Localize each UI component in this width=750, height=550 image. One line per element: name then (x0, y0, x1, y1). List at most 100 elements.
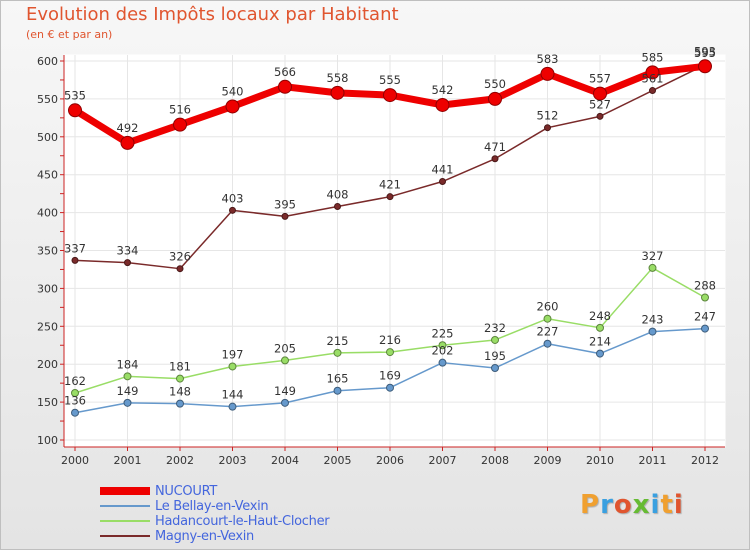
x-tick-label: 2007 (429, 454, 457, 467)
data-label-nucourt: 555 (379, 73, 401, 87)
y-tick-label: 450 (37, 169, 58, 182)
legend-swatch (100, 487, 150, 495)
data-point-magny-en-vexin (124, 259, 131, 267)
data-point-hadancourt-le-haut-clocher (228, 362, 237, 371)
data-label-magny-en-vexin: 408 (327, 188, 349, 202)
data-label-magny-en-vexin: 595 (694, 46, 716, 60)
data-label-hadancourt-le-haut-clocher: 216 (379, 333, 401, 347)
data-label-hadancourt-le-haut-clocher: 248 (589, 309, 611, 323)
gridlines (64, 55, 725, 447)
data-point-le-bellay-en-vexin (491, 363, 499, 372)
data-label-le-bellay-en-vexin: 195 (484, 349, 506, 363)
data-point-hadancourt-le-haut-clocher (543, 314, 552, 323)
chart-title: Evolution des Impôts locaux par Habitant (26, 4, 399, 25)
data-point-nucourt (593, 86, 607, 101)
x-tick-label: 2002 (166, 454, 194, 467)
x-tick-label: 2003 (219, 454, 247, 467)
data-point-magny-en-vexin (386, 193, 394, 201)
data-point-nucourt (278, 79, 292, 94)
legend-label: NUCOURT (155, 484, 217, 499)
data-label-le-bellay-en-vexin: 202 (432, 344, 454, 358)
data-label-le-bellay-en-vexin: 247 (694, 310, 716, 324)
data-label-hadancourt-le-haut-clocher: 327 (642, 249, 664, 263)
data-point-magny-en-vexin (439, 178, 446, 186)
legend-label: Le Bellay-en-Vexin (155, 499, 269, 514)
data-labels: 337 334 326 403 395 408 421 441 471 512 527 561 595 1… (64, 44, 716, 407)
data-label-hadancourt-le-haut-clocher: 215 (327, 334, 349, 348)
data-point-hadancourt-le-haut-clocher (71, 389, 79, 398)
axes: 100 150 200 250 300 350 400 450 500 550 600 2000 200… (37, 55, 725, 467)
series-layer (68, 59, 712, 417)
data-point-magny-en-vexin (334, 203, 341, 211)
data-label-le-bellay-en-vexin: 149 (117, 384, 139, 398)
data-point-magny-en-vexin (649, 87, 656, 95)
data-point-nucourt (435, 97, 450, 112)
data-point-magny-en-vexin (491, 155, 499, 163)
data-label-le-bellay-en-vexin: 169 (379, 369, 401, 383)
logo-letter: i (673, 490, 684, 520)
data-point-nucourt (383, 88, 397, 103)
logo-letter: x (632, 490, 651, 520)
data-label-magny-en-vexin: 395 (274, 197, 296, 211)
data-point-le-bellay-en-vexin (438, 358, 447, 367)
x-tick-label: 2010 (586, 454, 614, 467)
data-label-nucourt: 593 (694, 44, 716, 58)
data-label-hadancourt-le-haut-clocher: 181 (169, 360, 191, 374)
y-tick-label: 400 (37, 207, 58, 220)
y-tick-label: 500 (37, 131, 58, 144)
data-point-nucourt (225, 99, 240, 114)
data-point-le-bellay-en-vexin (228, 402, 237, 411)
data-point-magny-en-vexin (176, 265, 184, 273)
x-tick-label: 2008 (481, 454, 509, 467)
x-tick-label: 2009 (534, 454, 562, 467)
data-point-le-bellay-en-vexin (386, 383, 394, 392)
data-point-le-bellay-en-vexin (123, 398, 132, 407)
data-point-nucourt (330, 85, 345, 100)
data-point-hadancourt-le-haut-clocher (176, 374, 184, 383)
data-point-magny-en-vexin (544, 124, 551, 132)
y-tick-label: 150 (37, 396, 58, 409)
data-label-nucourt: 550 (484, 77, 506, 91)
x-tick-label: 2011 (639, 454, 667, 467)
data-label-hadancourt-le-haut-clocher: 260 (537, 300, 559, 314)
chart-subtitle: (en € et par an) (26, 28, 113, 41)
x-tick-label: 2012 (691, 454, 719, 467)
data-point-nucourt (68, 103, 82, 118)
data-label-magny-en-vexin: 403 (222, 191, 244, 205)
data-label-hadancourt-le-haut-clocher: 162 (64, 374, 86, 388)
data-point-nucourt (173, 117, 187, 132)
data-label-nucourt: 585 (642, 50, 664, 64)
data-point-magny-en-vexin (229, 206, 236, 214)
y-tick-label: 200 (37, 358, 58, 371)
data-label-le-bellay-en-vexin: 227 (537, 325, 559, 339)
data-point-le-bellay-en-vexin (281, 398, 289, 407)
data-point-magny-en-vexin (596, 112, 604, 120)
data-point-nucourt (645, 65, 660, 80)
data-label-nucourt: 558 (327, 71, 349, 85)
y-tick-label: 300 (37, 282, 58, 295)
data-point-magny-en-vexin (71, 256, 79, 264)
data-point-hadancourt-le-haut-clocher (701, 293, 709, 302)
data-label-hadancourt-le-haut-clocher: 225 (432, 326, 454, 340)
logo-letter: P (580, 490, 601, 520)
data-point-hadancourt-le-haut-clocher (281, 356, 289, 365)
legend-swatch (100, 505, 150, 507)
y-tick-label: 600 (37, 55, 58, 68)
data-label-le-bellay-en-vexin: 136 (64, 394, 86, 408)
data-point-nucourt (698, 59, 712, 74)
data-label-le-bellay-en-vexin: 165 (327, 372, 349, 386)
data-label-le-bellay-en-vexin: 149 (274, 384, 296, 398)
data-label-hadancourt-le-haut-clocher: 205 (274, 341, 296, 355)
data-label-le-bellay-en-vexin: 243 (642, 313, 664, 327)
x-tick-label: 2004 (271, 454, 299, 467)
data-label-magny-en-vexin: 421 (379, 178, 401, 192)
data-label-magny-en-vexin: 441 (432, 163, 454, 177)
data-point-le-bellay-en-vexin (176, 399, 184, 408)
data-label-nucourt: 566 (274, 65, 296, 79)
logo-letter: o (613, 490, 633, 520)
logo-letter: i (650, 490, 661, 520)
data-label-magny-en-vexin: 334 (117, 244, 139, 258)
data-point-nucourt (488, 91, 502, 106)
data-label-magny-en-vexin: 512 (537, 109, 559, 123)
